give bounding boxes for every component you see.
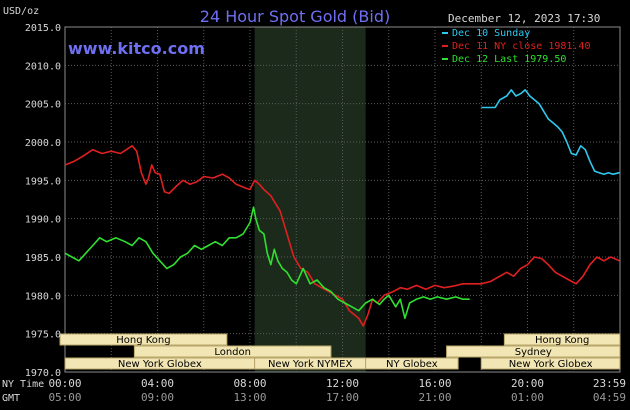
gmt-tick-label: 04:59 [593, 391, 626, 404]
ny-time-tick-label: 08:00 [233, 377, 266, 390]
series-line [64, 145, 620, 327]
session-bar [133, 345, 332, 358]
chart-legend: Dec 10 Sunday Dec 11 NY close 1981.40 Dec … [442, 28, 590, 65]
ny-time-tick-label: 20:00 [511, 377, 544, 390]
chart-title: 24 Hour Spot Gold (Bid) [200, 7, 390, 26]
gmt-tick-label: 21:00 [418, 391, 451, 404]
chart-timestamp: December 12, 2023 17:30 [448, 12, 600, 25]
ny-time-row-label: NY Time [2, 379, 44, 390]
ny-time-tick-label: 04:00 [141, 377, 174, 390]
legend-entry: Dec 10 Sunday [452, 28, 530, 39]
y-tick-label: 1990.0 [25, 215, 61, 226]
nymex-shaded-region [254, 27, 366, 372]
y-tick-label: 2010.0 [25, 61, 61, 72]
ny-time-tick-label: 00:00 [48, 377, 81, 390]
y-tick-label: 1980.0 [25, 291, 61, 302]
y-tick-label: 1970.0 [25, 368, 61, 379]
gmt-tick-label: 09:00 [141, 391, 174, 404]
y-tick-label: 2015.0 [25, 23, 61, 34]
session-bar [503, 333, 621, 346]
session-bar [446, 345, 621, 358]
session-label: Hong Kong [116, 335, 170, 346]
session-label: London [214, 347, 251, 358]
y-tick-label: 1975.0 [25, 330, 61, 341]
session-label: NY Globex [386, 359, 438, 370]
gmt-row-label: GMT [2, 393, 20, 404]
y-tick-label: 2000.0 [25, 138, 61, 149]
y-tick-label: 1985.0 [25, 253, 61, 264]
gmt-tick-label: 01:00 [511, 391, 544, 404]
legend-entry: Dec 11 NY close 1981.40 [452, 41, 590, 52]
session-bar [365, 357, 459, 370]
ny-time-tick-label: 23:59 [593, 377, 626, 390]
session-bar [59, 333, 228, 346]
ny-time-tick-label: 12:00 [326, 377, 359, 390]
gmt-tick-label: 17:00 [326, 391, 359, 404]
y-tick-label: 2005.0 [25, 100, 61, 111]
legend-entry: Dec 12 Last 1979.50 [452, 54, 566, 65]
session-label: Sydney [515, 347, 552, 358]
gmt-tick-label: 13:00 [233, 391, 266, 404]
ny-time-tick-label: 16:00 [418, 377, 451, 390]
series-line [64, 206, 470, 320]
kitco-watermark[interactable]: www.kitco.com [68, 39, 205, 58]
y-tick-label: 1995.0 [25, 176, 61, 187]
session-label: Hong Kong [535, 335, 589, 346]
session-label: New York NYMEX [268, 359, 353, 370]
gmt-tick-label: 05:00 [48, 391, 81, 404]
session-bar [480, 357, 621, 370]
y-unit-label: USD/oz [3, 6, 39, 17]
session-label: New York Globex [509, 359, 593, 370]
session-label: New York Globex [118, 359, 202, 370]
series-line [481, 89, 620, 175]
plot-frame [64, 26, 621, 373]
